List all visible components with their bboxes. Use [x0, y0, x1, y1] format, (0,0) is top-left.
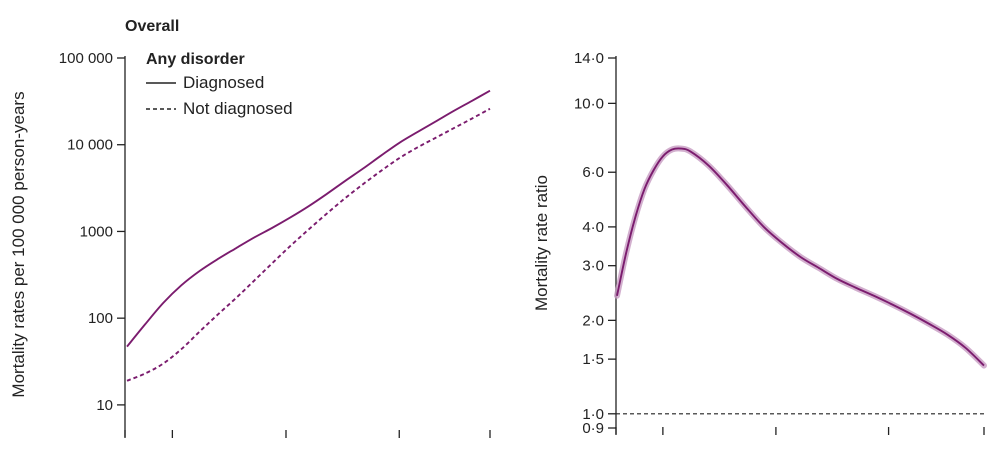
y-tick-label-0: 10 — [96, 397, 113, 414]
y-tick-label-4: 100 000 — [59, 50, 113, 67]
series-line-diagnosed — [126, 89, 491, 348]
series-line-0 — [616, 147, 985, 367]
panel-title: Any disorder — [146, 51, 245, 68]
y-tick-label-3: 10 000 — [67, 137, 113, 154]
y-tick-label-1: 1·0 — [582, 406, 604, 423]
y-axis-title: Mortality rate ratio — [532, 175, 551, 311]
y-tick-label-8: 14·0 — [574, 50, 604, 67]
series-line-not-diagnosed — [126, 107, 491, 382]
y-tick-label-1: 100 — [88, 310, 113, 327]
y-tick-label-4: 3·0 — [582, 258, 604, 275]
y-axis-title: Mortality rates per 100 000 person-years — [9, 91, 28, 397]
y-tick-label-7: 10·0 — [574, 95, 604, 112]
legend-label-1: Not diagnosed — [183, 99, 293, 118]
panel-mortality-rates: 10 100 1000 10 000 100 000 Mortality rates pe… — [9, 50, 491, 438]
y-tick-label-3: 2·0 — [582, 312, 604, 329]
y-tick-label-6: 6·0 — [582, 164, 604, 181]
overall-heading: Overall — [125, 18, 179, 35]
panel-mortality-rate-ratio: 0·91·0 1·5 2·0 3·0 4·0 6·0 10·0 14·0 Mortality r… — [532, 50, 987, 437]
y-tick-label-2: 1000 — [80, 223, 113, 240]
legend-label-0: Diagnosed — [183, 73, 264, 92]
y-tick-label-2: 1·5 — [582, 351, 604, 368]
y-tick-label-0: 0·9 — [582, 420, 604, 437]
y-tick-label-5: 4·0 — [582, 219, 604, 236]
